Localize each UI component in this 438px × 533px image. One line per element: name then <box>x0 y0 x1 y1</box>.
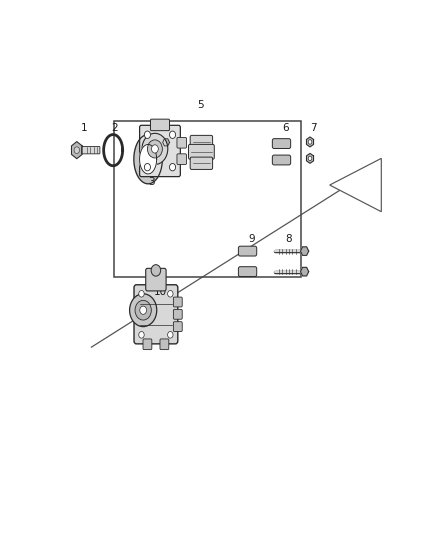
Circle shape <box>168 332 173 338</box>
Circle shape <box>168 290 173 297</box>
FancyBboxPatch shape <box>151 119 170 131</box>
FancyBboxPatch shape <box>81 147 100 154</box>
Circle shape <box>170 164 176 171</box>
Circle shape <box>139 332 144 338</box>
FancyBboxPatch shape <box>140 125 180 176</box>
Polygon shape <box>134 134 162 184</box>
Text: 7: 7 <box>310 123 317 133</box>
FancyBboxPatch shape <box>188 144 214 159</box>
Circle shape <box>308 156 312 160</box>
Circle shape <box>152 145 158 153</box>
FancyBboxPatch shape <box>173 322 182 332</box>
Text: 1: 1 <box>81 123 88 133</box>
Circle shape <box>148 140 162 158</box>
Text: 3: 3 <box>148 177 155 187</box>
FancyBboxPatch shape <box>238 246 257 256</box>
FancyBboxPatch shape <box>190 135 212 148</box>
Circle shape <box>139 290 144 297</box>
Circle shape <box>140 306 147 314</box>
FancyBboxPatch shape <box>134 285 178 344</box>
FancyBboxPatch shape <box>177 138 187 148</box>
FancyBboxPatch shape <box>190 157 212 169</box>
Polygon shape <box>307 137 314 147</box>
Text: 5: 5 <box>198 100 204 110</box>
Text: 10: 10 <box>153 287 166 297</box>
FancyBboxPatch shape <box>160 339 169 350</box>
FancyBboxPatch shape <box>173 309 182 319</box>
Text: 6: 6 <box>282 123 289 133</box>
Bar <box>114 122 300 277</box>
Circle shape <box>130 294 157 327</box>
Polygon shape <box>330 158 381 212</box>
Circle shape <box>308 140 312 144</box>
FancyBboxPatch shape <box>238 266 257 277</box>
Polygon shape <box>71 142 82 159</box>
Circle shape <box>170 131 176 139</box>
Circle shape <box>145 164 151 171</box>
Polygon shape <box>140 144 157 174</box>
Polygon shape <box>300 247 309 255</box>
FancyBboxPatch shape <box>173 297 182 307</box>
FancyBboxPatch shape <box>146 268 166 291</box>
Text: 8: 8 <box>286 234 292 244</box>
FancyBboxPatch shape <box>272 155 291 165</box>
FancyBboxPatch shape <box>143 339 152 350</box>
Polygon shape <box>307 154 314 163</box>
Circle shape <box>145 131 151 139</box>
Circle shape <box>151 265 161 276</box>
Circle shape <box>135 301 151 320</box>
Text: 4: 4 <box>163 123 170 133</box>
Polygon shape <box>162 139 170 146</box>
Circle shape <box>74 147 80 154</box>
FancyBboxPatch shape <box>177 154 187 165</box>
Polygon shape <box>300 268 309 276</box>
FancyBboxPatch shape <box>272 139 291 149</box>
Text: 9: 9 <box>248 234 255 244</box>
Circle shape <box>142 133 168 165</box>
Text: 2: 2 <box>111 123 117 133</box>
